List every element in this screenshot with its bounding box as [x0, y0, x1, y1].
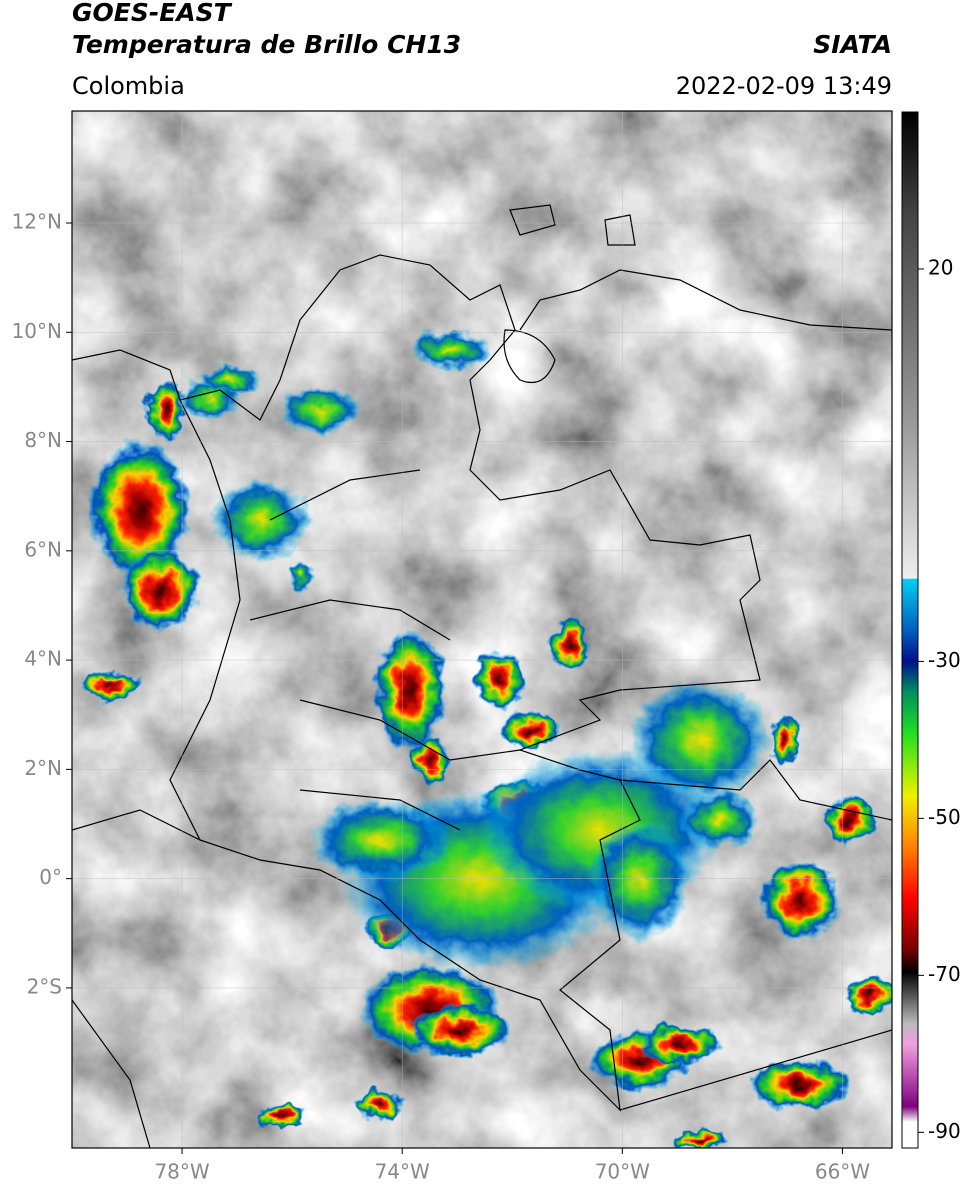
source: SIATA	[813, 30, 892, 59]
convective-cell	[770, 715, 800, 765]
convective-cell	[310, 800, 450, 880]
colorbar-tick-label: -30	[928, 648, 961, 672]
lat-tick-label: 2°S	[27, 974, 62, 998]
convective-cell	[80, 670, 140, 700]
colorbar-tick-label: -70	[928, 962, 961, 986]
convective-cell	[145, 380, 185, 440]
convective-cell	[475, 650, 525, 710]
title-line2: Temperatura de Brillo CH13	[72, 30, 461, 59]
axes: 78°W 74°W 70°W 66°W 12°N 10°N 8°N 6°N 4°N 2°N 0° 2°…	[12, 210, 961, 1184]
convective-cell	[760, 860, 840, 940]
venezuela-coast	[519, 269, 892, 331]
coastline	[72, 349, 201, 1148]
colorbar-tick-label: 20	[928, 255, 953, 279]
region: Colombia	[72, 72, 185, 100]
convective-cell	[630, 680, 770, 800]
lon-tick-label: 74°W	[375, 1160, 430, 1184]
convective-cell	[280, 385, 360, 435]
convective-cell	[825, 795, 875, 845]
lat-tick-label: 10°N	[12, 319, 62, 343]
lat-tick-label: 8°N	[24, 428, 62, 452]
colombia-border	[169, 254, 761, 1112]
timestamp: 2022-02-09 13:49	[676, 72, 892, 100]
convective-cell	[845, 975, 892, 1015]
lon-tick-label: 66°W	[815, 1160, 870, 1184]
convective-cell	[550, 620, 590, 670]
convective-cell	[670, 1130, 730, 1148]
colorbar-tick-label: -50	[928, 805, 961, 829]
colorbar-tick-label: -90	[928, 1119, 961, 1143]
title-line1: GOES-EAST	[72, 0, 233, 27]
lat-tick-label: 12°N	[12, 210, 62, 234]
lat-tick-label: 6°N	[24, 537, 62, 561]
convective-cell	[590, 820, 690, 940]
convective-cell	[640, 1025, 720, 1065]
borders	[72, 204, 892, 1148]
convective-cell	[200, 365, 260, 395]
convective-cell	[750, 1060, 850, 1110]
convective-cell	[210, 480, 310, 560]
lon-tick-label: 78°W	[154, 1160, 209, 1184]
convective-cell	[375, 630, 445, 750]
map-frame	[71, 110, 893, 1149]
lat-tick-label: 2°N	[24, 756, 62, 780]
convective-cell	[255, 1103, 305, 1127]
convective-cell	[285, 560, 315, 590]
islands	[509, 204, 636, 246]
convective-cell	[410, 330, 490, 370]
convective-cell	[90, 440, 190, 580]
cloud-field	[72, 111, 892, 1148]
convective-cell	[410, 735, 450, 785]
colorbar	[901, 111, 919, 1149]
convective-cell	[500, 710, 560, 750]
internal-boundaries	[249, 469, 892, 1111]
maracaibo-lake	[503, 329, 556, 384]
lon-tick-label: 70°W	[595, 1160, 650, 1184]
lat-tick-label: 0°	[39, 865, 62, 889]
lat-tick-label: 4°N	[24, 647, 62, 671]
convective-cell	[355, 1090, 405, 1120]
convective-cell	[680, 790, 760, 850]
convective-cell	[120, 550, 200, 630]
graticule	[72, 111, 892, 1148]
map-area	[72, 111, 892, 1148]
convective-cell	[410, 1005, 510, 1055]
